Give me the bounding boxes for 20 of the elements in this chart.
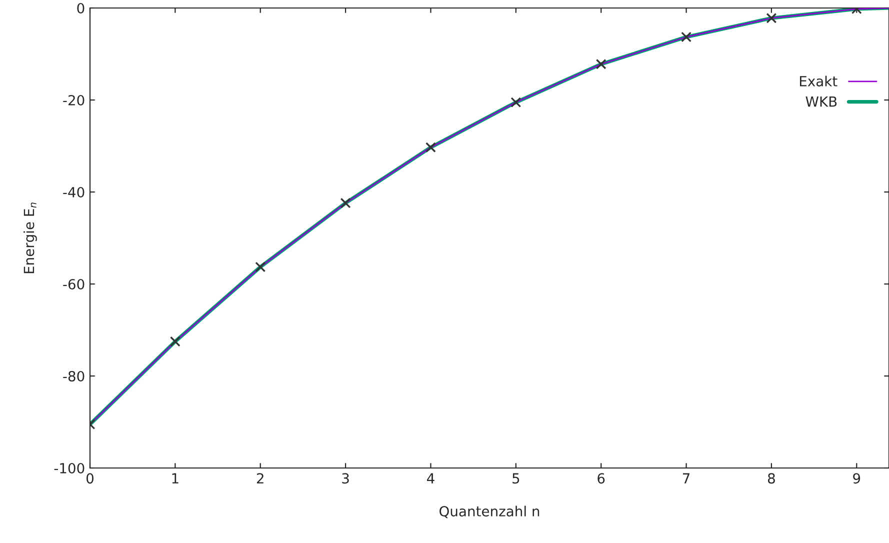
x-tick-label: 0 [86,473,94,484]
y-axis-title: Energie E$_{n}$ [23,202,37,274]
x-tick-label: 4 [426,473,434,484]
x-axis-title: Quantenzahl n [440,506,540,518]
y-tick-label: -100 [54,462,84,474]
legend-label: WKB [806,96,837,107]
y-tick-label: -40 [63,186,84,198]
x-tick-label: 1 [172,473,178,484]
y-tick-label: -20 [63,94,84,106]
y-tick-label: -80 [63,370,84,382]
x-tick-label: 2 [256,473,264,484]
y-tick-label: -60 [63,278,84,290]
legend-label: Exakt [800,76,838,86]
y-tick-label: 0 [77,2,84,14]
x-tick-label: 8 [768,473,775,484]
x-tick-label: 6 [598,473,605,484]
x-tick-label: 5 [512,473,520,484]
x-tick-label: 3 [342,473,349,484]
x-tick-label: 9 [853,473,860,484]
x-tick-label: 7 [682,473,690,484]
